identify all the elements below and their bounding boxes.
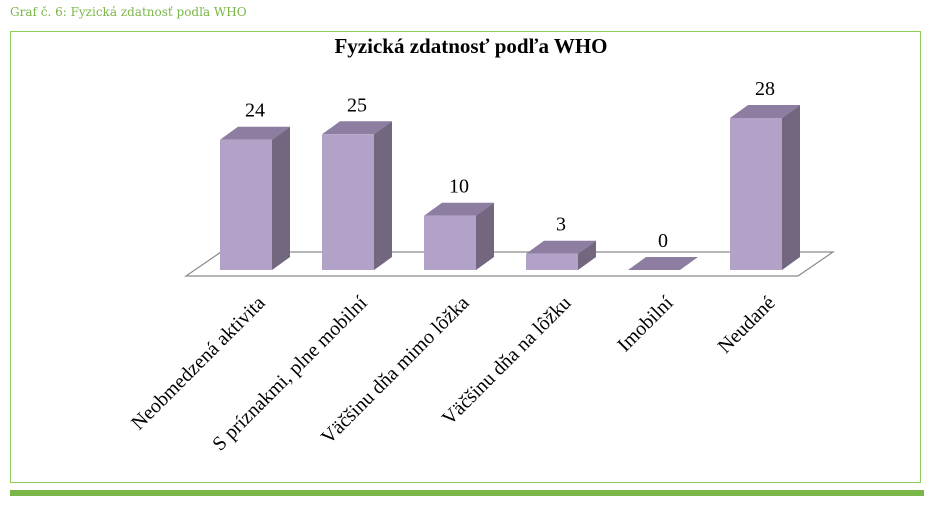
figure-caption: Graf č. 6: Fyzická zdatnosť podľa WHO <box>10 5 247 19</box>
bar-side-face <box>476 202 494 270</box>
bar-side-face <box>374 121 392 271</box>
value-label: 24 <box>245 100 265 122</box>
bar <box>730 105 800 270</box>
bar-top-face <box>220 126 290 140</box>
category-label: Neudané <box>714 292 780 358</box>
bar-side-face <box>272 126 290 270</box>
bar-front-face <box>322 134 374 270</box>
bottom-rule <box>10 490 924 496</box>
value-label: 10 <box>449 176 469 198</box>
value-label: 3 <box>556 214 566 236</box>
bar-top-face <box>628 257 698 270</box>
bar <box>526 240 596 270</box>
bar-side-face <box>782 105 800 270</box>
bar-side-face <box>578 240 596 270</box>
bar <box>220 126 290 270</box>
value-label: 0 <box>658 230 668 252</box>
bar-front-face <box>220 139 272 270</box>
bar-top-face <box>322 121 392 135</box>
value-labels-group: 24 25 10 3 0 28 <box>245 78 775 252</box>
bar-front-face <box>526 253 578 270</box>
bar-top-face <box>526 240 596 254</box>
bar-front-face <box>730 118 782 270</box>
chart-title: Fyzická zdatnosť podľa WHO <box>334 34 607 58</box>
value-label: 28 <box>755 78 775 100</box>
bar <box>424 202 494 270</box>
bars-group <box>220 105 800 271</box>
value-label: 25 <box>347 94 367 116</box>
category-label: Imobilní <box>613 292 678 357</box>
bar-top-face <box>424 202 494 216</box>
bar-front-face <box>424 215 476 270</box>
bar <box>628 257 698 270</box>
bar <box>322 121 392 271</box>
bar-top-face <box>730 105 800 118</box>
